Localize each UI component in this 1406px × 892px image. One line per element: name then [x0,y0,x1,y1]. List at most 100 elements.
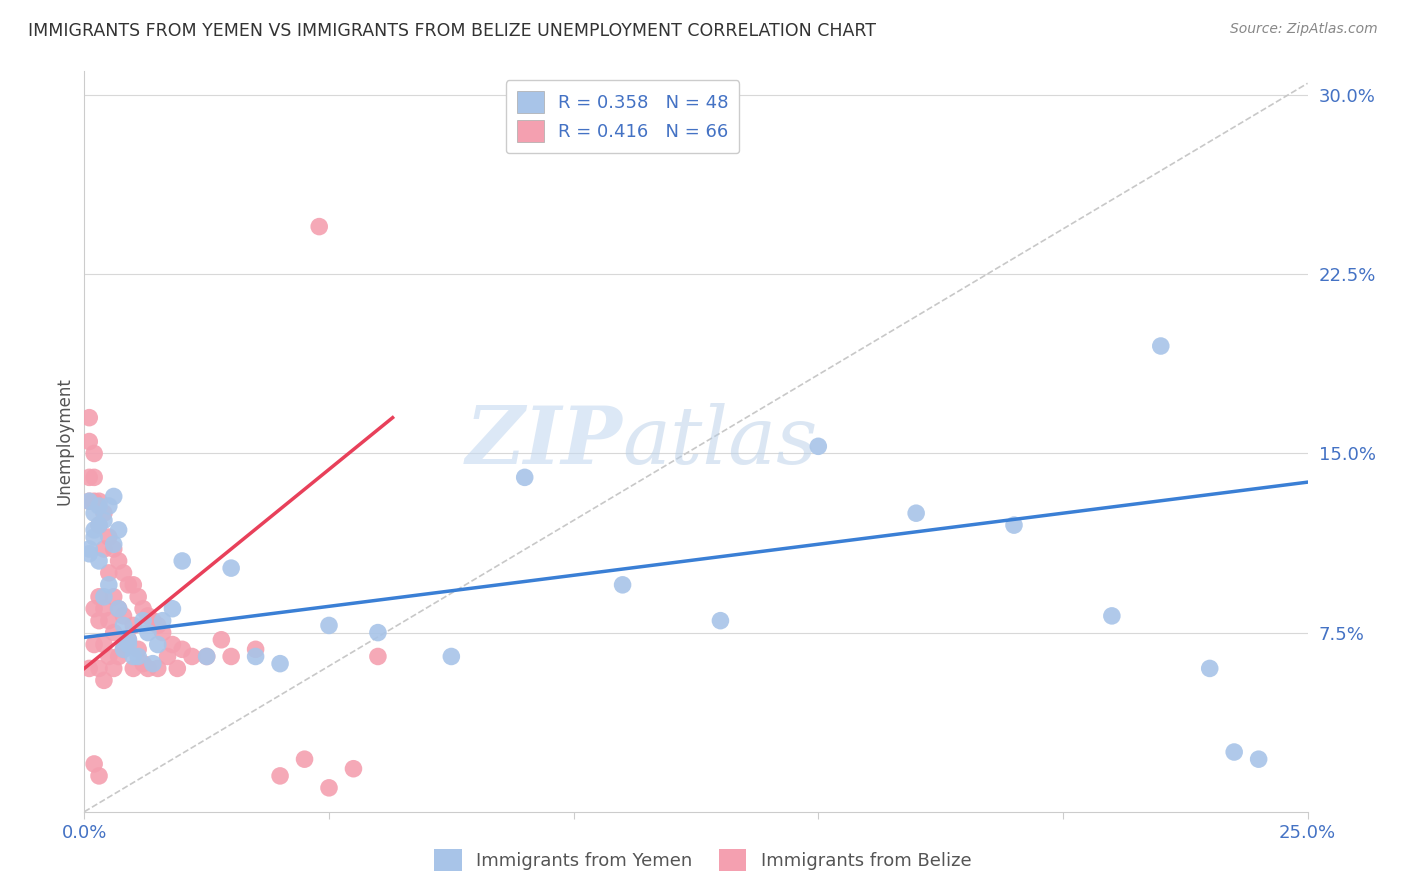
Point [83,446,105,460]
Point [83,638,105,652]
Point [132,601,155,615]
Point [1002,518,1025,533]
Point [269,657,291,671]
Point [127,590,149,604]
Point [103,590,125,604]
Point [195,649,218,664]
Point [97,614,120,628]
Point [127,649,149,664]
Point [87,661,110,675]
Point [308,219,330,234]
Text: IMMIGRANTS FROM YEMEN VS IMMIGRANTS FROM BELIZE UNEMPLOYMENT CORRELATION CHART: IMMIGRANTS FROM YEMEN VS IMMIGRANTS FROM… [28,22,876,40]
Point [77,434,100,449]
Point [905,506,928,520]
Legend: R = 0.358   N = 48, R = 0.416   N = 66: R = 0.358 N = 48, R = 0.416 N = 66 [506,80,740,153]
Point [440,649,463,664]
Point [132,614,155,628]
Point [87,769,110,783]
Point [162,601,184,615]
Point [77,494,100,508]
Point [107,554,129,568]
Point [136,661,159,675]
Point [156,649,179,664]
Point [142,614,165,628]
Point [77,494,100,508]
Point [269,769,291,783]
Point [318,618,340,632]
Point [195,649,218,664]
Point [83,530,105,544]
Point [87,554,110,568]
Point [103,625,125,640]
Point [136,625,159,640]
Point [294,752,316,766]
Point [87,518,110,533]
Y-axis label: Unemployment: Unemployment [55,377,73,506]
Point [209,632,232,647]
Text: ZIP: ZIP [465,403,623,480]
Point [112,566,135,580]
Point [87,499,110,513]
Point [112,642,135,657]
Point [103,537,125,551]
Point [112,618,135,632]
Point [87,494,110,508]
Point [83,523,105,537]
Point [77,410,100,425]
Point [97,499,120,513]
Point [107,523,129,537]
Point [112,608,135,623]
Point [107,601,129,615]
Point [117,632,139,647]
Point [117,632,139,647]
Point [1247,752,1270,766]
Text: atlas: atlas [623,403,818,480]
Point [93,541,115,556]
Point [107,649,129,664]
Point [103,661,125,675]
Point [122,578,145,592]
Point [142,657,165,671]
Point [166,661,188,675]
Point [367,625,389,640]
Point [367,649,389,664]
Point [122,649,145,664]
Point [245,649,267,664]
Point [1198,661,1220,675]
Point [83,470,105,484]
Point [132,657,155,671]
Point [172,642,194,657]
Point [97,566,120,580]
Point [1223,745,1246,759]
Point [162,638,184,652]
Point [97,530,120,544]
Point [77,470,100,484]
Point [219,561,242,575]
Point [87,590,110,604]
Point [103,490,125,504]
Point [146,661,169,675]
Point [513,470,536,484]
Point [117,638,139,652]
Point [122,618,145,632]
Point [1101,608,1123,623]
Point [93,638,115,652]
Point [152,625,174,640]
Point [107,601,129,615]
Point [97,649,120,664]
Point [181,649,204,664]
Point [83,601,105,615]
Point [318,780,340,795]
Point [112,642,135,657]
Point [87,614,110,628]
Point [152,614,174,628]
Point [1150,339,1173,353]
Text: Source: ZipAtlas.com: Source: ZipAtlas.com [1230,22,1378,37]
Point [117,578,139,592]
Point [245,642,267,657]
Point [83,756,105,771]
Point [122,661,145,675]
Point [146,618,169,632]
Point [103,541,125,556]
Point [93,506,115,520]
